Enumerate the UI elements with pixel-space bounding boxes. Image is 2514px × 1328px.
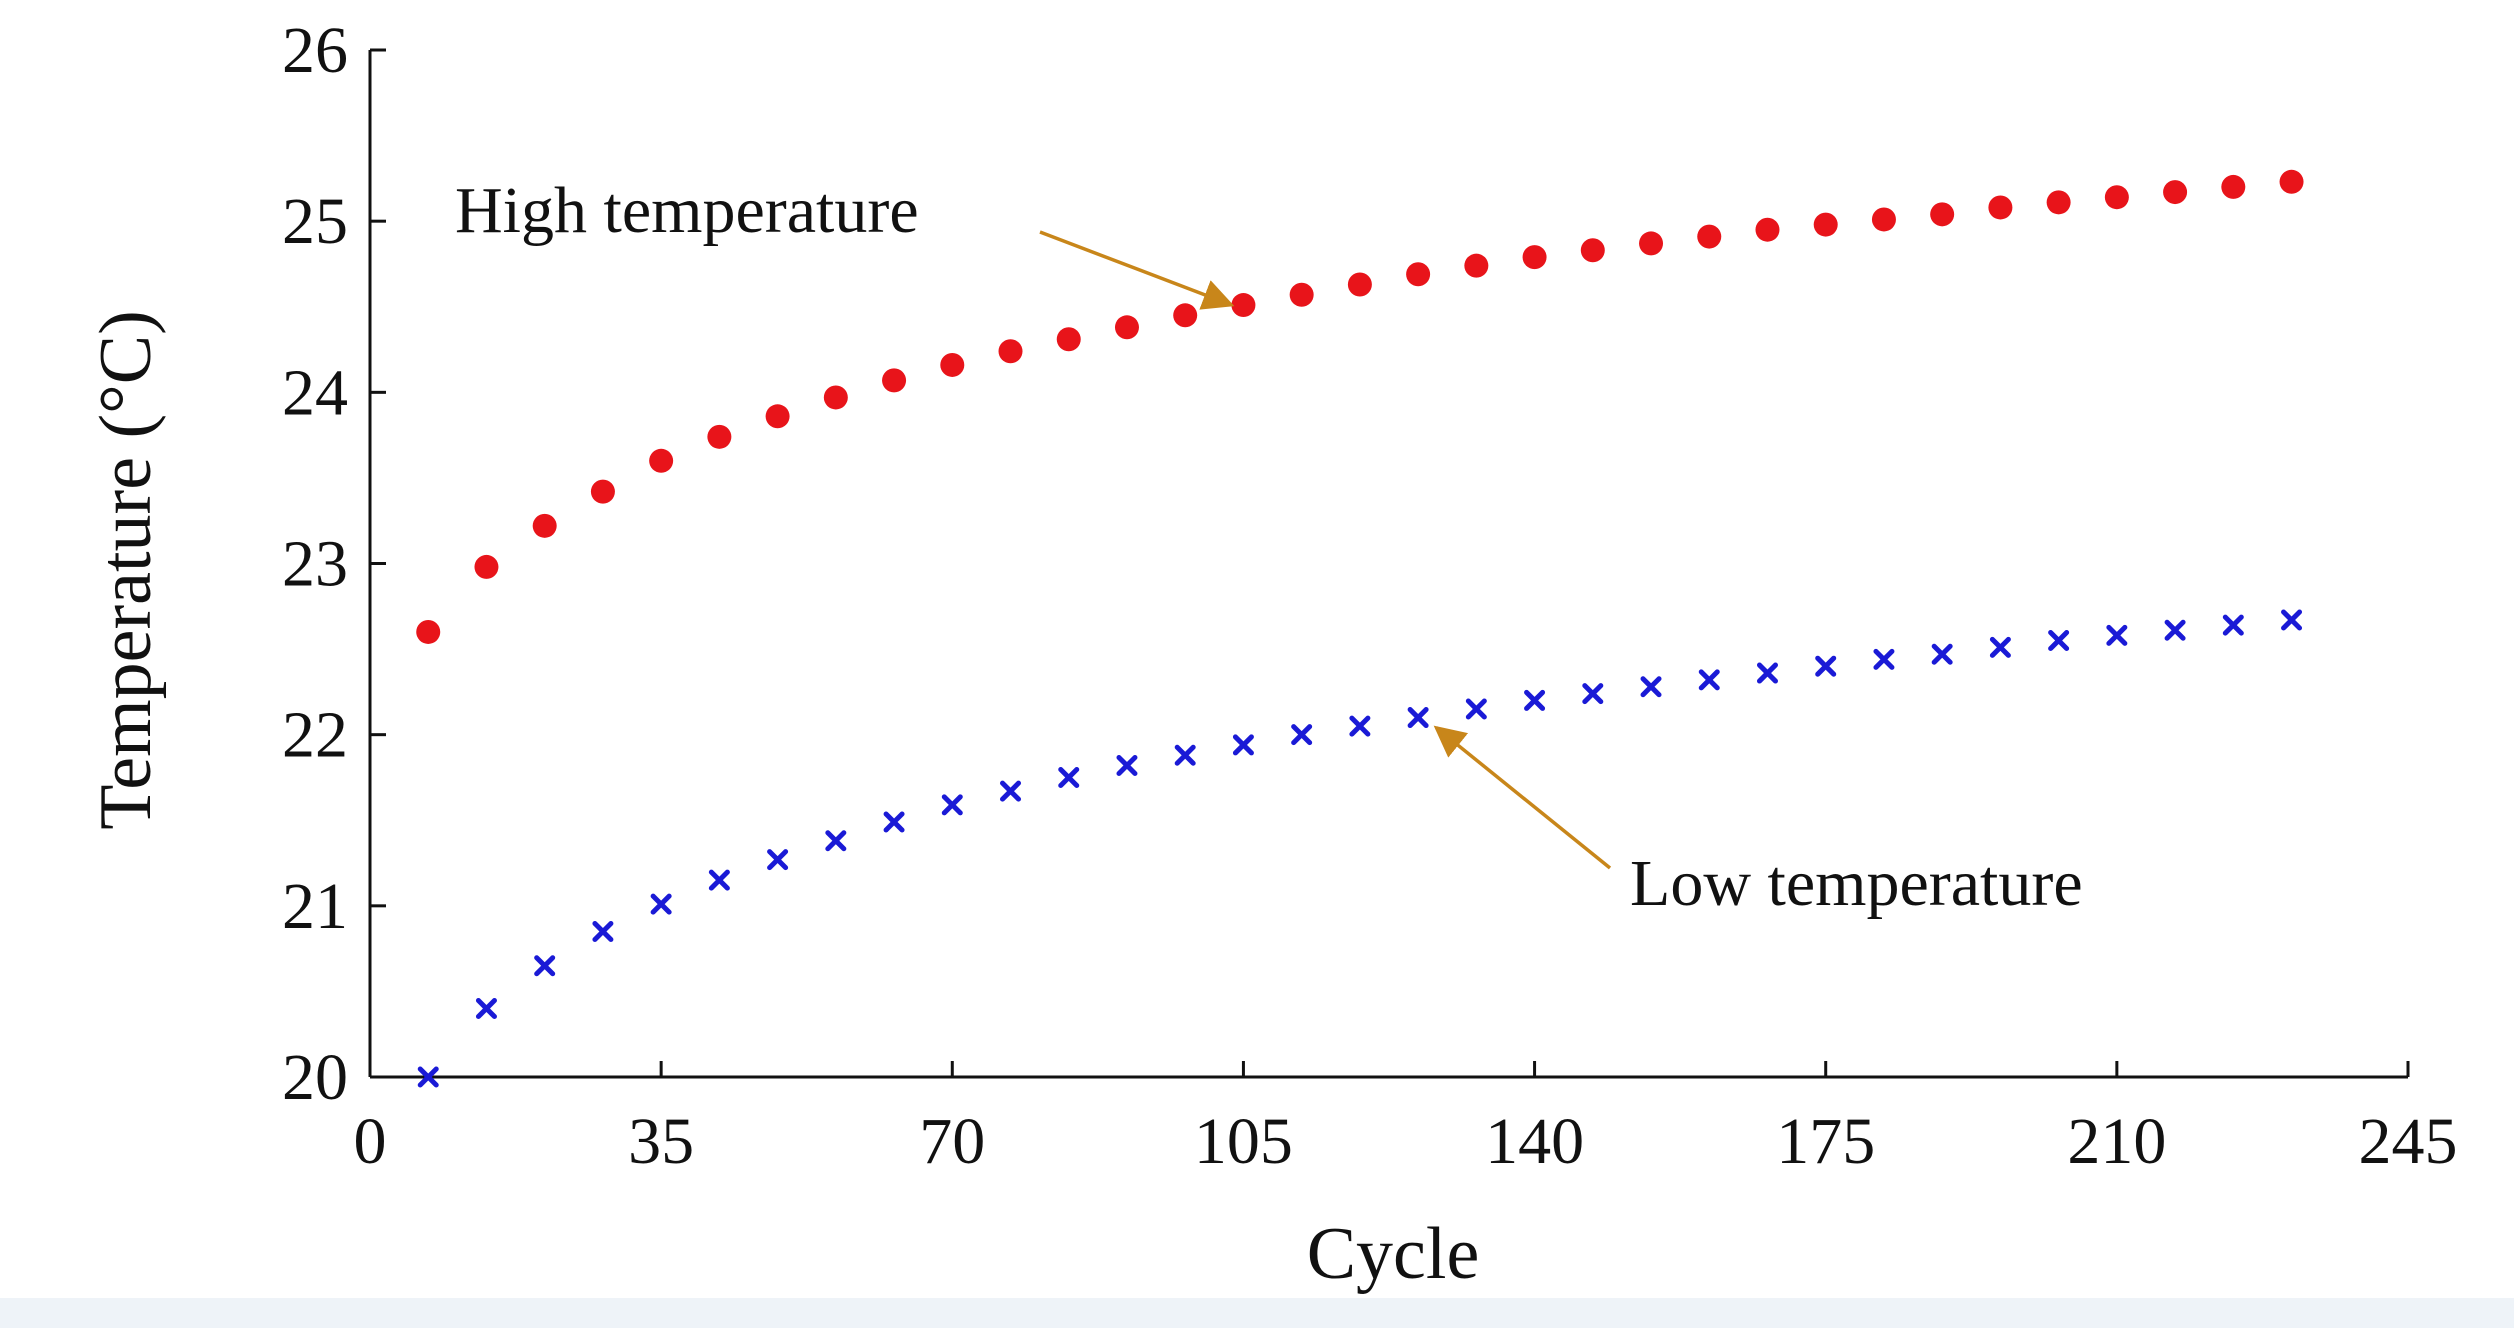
x-tick-label: 245 — [2359, 1105, 2458, 1178]
x-tick-label: 0 — [354, 1105, 387, 1178]
high-temp-point — [1813, 212, 1838, 237]
low-temp-point — [1465, 698, 1487, 720]
low-temp-point — [592, 921, 614, 943]
low-temp-point — [1407, 707, 1429, 729]
high-temp-point — [1930, 202, 1955, 227]
high-temp-point — [998, 339, 1023, 364]
high-temp-point — [1406, 262, 1431, 287]
annotation-label: High temperature — [455, 174, 919, 247]
high-temp-point — [590, 479, 615, 504]
high-temp-point — [765, 404, 790, 429]
low-temp-point — [1698, 669, 1720, 691]
low-temp-point — [1873, 648, 1895, 670]
high-temp-point — [1522, 245, 1547, 270]
y-tick-label: 20 — [282, 1041, 348, 1114]
y-tick-label: 23 — [282, 528, 348, 601]
high-temp-point — [1056, 327, 1081, 352]
series-low-temperature — [417, 609, 2303, 1088]
low-temp-point — [1291, 724, 1313, 746]
low-temp-point — [2048, 630, 2070, 652]
low-temp-point — [1232, 734, 1254, 756]
high-temp-point — [1173, 303, 1198, 328]
low-temp-point — [475, 998, 497, 1020]
high-temp-point — [1464, 253, 1489, 278]
high-temp-point — [474, 554, 499, 579]
low-temp-point — [767, 849, 789, 871]
low-temp-point — [417, 1066, 439, 1088]
low-temp-point — [1815, 655, 1837, 677]
low-temp-point — [1000, 780, 1022, 802]
high-temp-point — [1639, 231, 1664, 256]
low-temp-point — [2281, 609, 2303, 631]
high-temp-point — [532, 513, 557, 538]
low-temp-point — [1989, 636, 2011, 658]
low-temp-point — [1116, 754, 1138, 776]
high-temp-point — [2046, 190, 2071, 215]
x-tick-label: 70 — [919, 1105, 985, 1178]
low-temp-point — [1582, 683, 1604, 705]
high-temp-point — [823, 385, 848, 410]
low-temp-point — [1524, 689, 1546, 711]
annotations: High temperature Low temperature — [455, 174, 2083, 920]
y-tick-label: 25 — [282, 185, 348, 258]
low-temp-point — [2222, 614, 2244, 636]
high-temp-point — [2279, 169, 2304, 194]
low-temp-point — [883, 811, 905, 833]
high-temp-point — [1289, 282, 1314, 307]
x-axis-title: Cycle — [1307, 1213, 1480, 1295]
x-tick-label: 175 — [1776, 1105, 1875, 1178]
low-temp-point — [941, 794, 963, 816]
high-temp-point — [1697, 224, 1722, 249]
high-temp-point — [1988, 195, 2013, 220]
high-temp-point — [2221, 174, 2246, 199]
bottom-band — [0, 1298, 2514, 1328]
y-tick-label: 22 — [282, 699, 348, 772]
x-tick-label: 35 — [628, 1105, 694, 1178]
high-temp-point — [1871, 207, 1896, 232]
low-temp-point — [1640, 676, 1662, 698]
high-temp-point — [1755, 217, 1780, 242]
low-temp-point — [1349, 715, 1371, 737]
high-temp-point — [649, 448, 674, 473]
low-temp-point — [2106, 624, 2128, 646]
low-temp-point — [1931, 643, 1953, 665]
low-temp-point — [1756, 662, 1778, 684]
low-temp-point — [708, 869, 730, 891]
axes — [368, 50, 2408, 1079]
low-temp-point — [825, 830, 847, 852]
y-tick-label: 24 — [282, 356, 348, 429]
high-temp-point — [1231, 293, 1256, 318]
annotation-arrow — [1433, 725, 1612, 870]
series-high-temperature — [416, 169, 2304, 644]
annotation-label: Low temperature — [1630, 847, 2083, 920]
low-temp-point — [1174, 744, 1196, 766]
x-tick-labels: 0 35 70 105 140 175 210 245 — [354, 1105, 2458, 1178]
high-temp-point — [1347, 272, 1372, 297]
low-temp-point — [650, 893, 672, 915]
x-tick-label: 210 — [2067, 1105, 2166, 1178]
y-axis-title: Temperature (°C) — [85, 310, 167, 830]
x-tick-label: 140 — [1485, 1105, 1584, 1178]
y-tick-label: 21 — [282, 870, 348, 943]
y-tick-labels: 20 21 22 23 24 25 26 — [282, 14, 348, 1114]
annotation-arrow — [1039, 230, 1235, 310]
high-temp-point — [416, 619, 441, 644]
high-temp-point — [707, 424, 732, 449]
high-temp-point — [1114, 315, 1139, 340]
low-temp-point — [534, 955, 556, 977]
axis-ticks — [368, 48, 2410, 1079]
low-temp-point — [1058, 766, 1080, 788]
y-tick-label: 26 — [282, 14, 348, 87]
high-temp-point — [1580, 238, 1605, 263]
high-temp-point — [940, 352, 965, 377]
high-temp-point — [882, 368, 907, 393]
x-tick-label: 105 — [1194, 1105, 1293, 1178]
low-temp-point — [2164, 619, 2186, 641]
high-temp-point — [2163, 180, 2188, 205]
high-temp-point — [2104, 185, 2129, 210]
